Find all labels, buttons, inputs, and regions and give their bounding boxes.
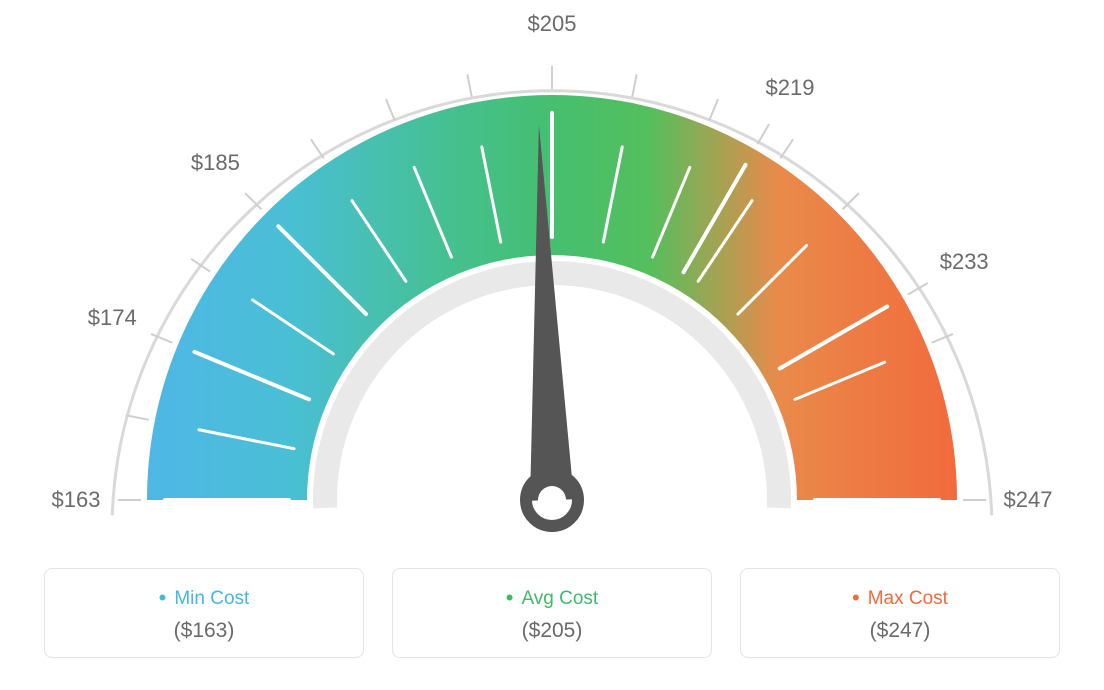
- legend-card-avg: Avg Cost ($205): [392, 568, 712, 658]
- legend-avg-title: Avg Cost: [405, 585, 699, 611]
- legend-card-max: Max Cost ($247): [740, 568, 1060, 658]
- gauge-tick-label: $233: [940, 249, 989, 275]
- legend-max-title: Max Cost: [753, 585, 1047, 611]
- gauge-tick-label: $163: [52, 487, 101, 513]
- gauge-tick-label: $219: [766, 75, 815, 101]
- legend-row: Min Cost ($163) Avg Cost ($205) Max Cost…: [0, 568, 1104, 658]
- legend-max-value: ($247): [753, 619, 1047, 643]
- gauge-tick-label: $247: [1004, 487, 1053, 513]
- legend-avg-value: ($205): [405, 619, 699, 643]
- gauge-svg: [0, 0, 1104, 560]
- legend-min-value: ($163): [57, 619, 351, 643]
- legend-min-title: Min Cost: [57, 585, 351, 611]
- gauge-tick-label: $185: [191, 150, 240, 176]
- gauge-tick-label: $205: [528, 11, 577, 37]
- gauge-chart: $163 $174 $185 $205 $219 $233 $247: [0, 0, 1104, 560]
- gauge-tick-label: $174: [88, 305, 137, 331]
- legend-card-min: Min Cost ($163): [44, 568, 364, 658]
